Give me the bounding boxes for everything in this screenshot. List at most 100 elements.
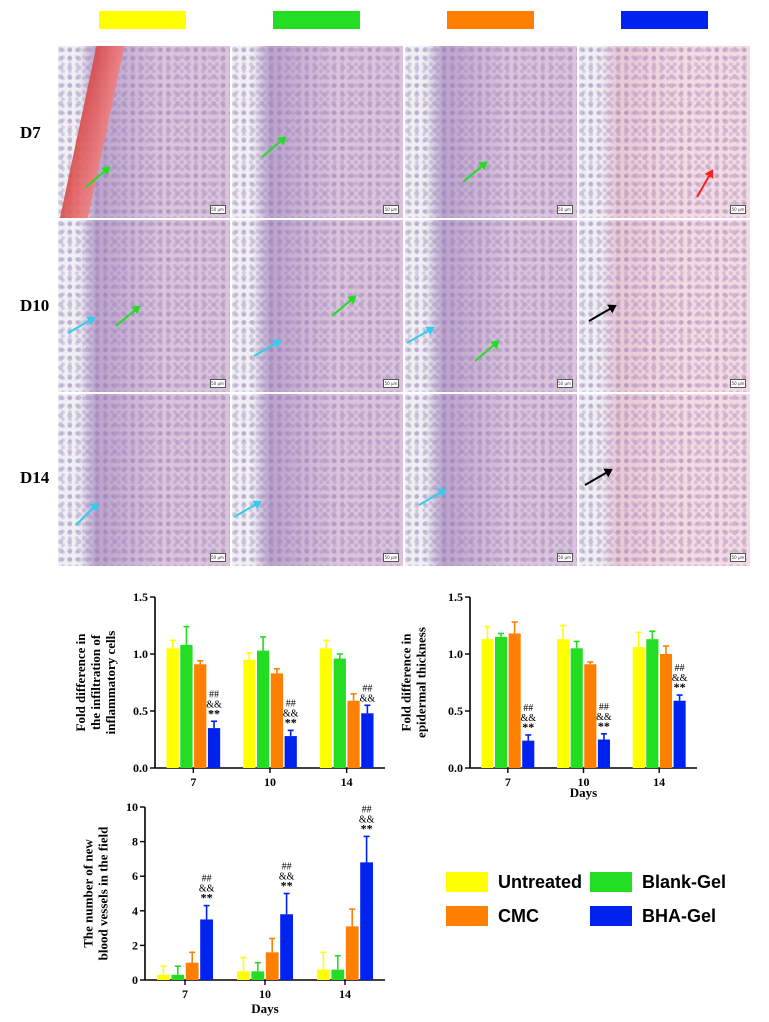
bar-untreated xyxy=(481,639,494,768)
significance-label: && xyxy=(596,712,612,723)
bar-cmc xyxy=(659,654,673,768)
histology-panel-d7-untreated: 50 μm xyxy=(57,45,231,219)
significance-label: ## xyxy=(675,663,685,674)
bar-cmc xyxy=(270,673,284,768)
bar-blank-gel xyxy=(331,969,345,980)
histology-panel-d14-untreated: 50 μm xyxy=(57,393,231,567)
y-tick-label: 0.0 xyxy=(448,761,463,775)
bar-bha-gel xyxy=(200,919,213,980)
row-label-d7: D7 xyxy=(20,123,41,142)
scale-bar: 50 μm xyxy=(209,205,226,214)
x-axis-label: Days xyxy=(251,1001,278,1016)
x-tick-label: 10 xyxy=(264,775,276,789)
histology-panel-d7-cmc: 50 μm xyxy=(404,45,578,219)
bar-blank-gel xyxy=(570,648,583,768)
bar-untreated xyxy=(632,647,645,768)
significance-label: ## xyxy=(282,862,292,873)
y-axis-label: The number of newblood vessels in the fi… xyxy=(81,826,111,960)
histology-panel-d10-bha-gel: 50 μm xyxy=(577,219,751,393)
bar-untreated xyxy=(319,648,333,768)
significance-label: && xyxy=(206,699,222,710)
legend-label-cmc: CMC xyxy=(498,906,539,926)
bar-bha-gel xyxy=(673,700,686,768)
significance-label: ## xyxy=(362,683,372,694)
scale-bar: 50 μm xyxy=(556,553,573,562)
bar-blank-gel xyxy=(256,650,270,768)
significance-label: && xyxy=(283,708,299,719)
scale-bar: 50 μm xyxy=(730,379,746,388)
blank-gel-color-bar xyxy=(273,11,360,29)
bar-blank-gel xyxy=(646,639,659,768)
histology-panel-d10-blank-gel: 50 μm xyxy=(230,219,404,393)
significance-label: ## xyxy=(523,703,533,714)
y-axis-label: Fold difference inthe infiltration ofinf… xyxy=(73,631,118,735)
significance-label: ** xyxy=(208,706,220,720)
y-tick-label: 0.5 xyxy=(448,704,463,718)
bar-untreated xyxy=(243,659,256,768)
bar-bha-gel xyxy=(597,739,610,768)
x-tick-label: 10 xyxy=(578,775,590,789)
bar-untreated xyxy=(166,648,179,768)
x-tick-label: 14 xyxy=(653,775,665,789)
bar-cmc xyxy=(265,952,279,980)
significance-label: && xyxy=(672,673,688,684)
untreated-color-bar xyxy=(99,11,186,29)
bar-cmc xyxy=(347,700,360,768)
significance-label: && xyxy=(359,814,375,825)
scale-bar: 50 μm xyxy=(209,553,226,562)
histology-panel-d14-bha-gel: 50 μm xyxy=(577,393,751,567)
legend-label-blank-gel: Blank-Gel xyxy=(642,872,726,892)
y-tick-label: 0.5 xyxy=(133,704,148,718)
significance-label: ## xyxy=(202,874,212,885)
bha-gel-color-bar xyxy=(621,11,708,29)
y-tick-label: 6 xyxy=(132,869,138,883)
chart-inflammatory-cells: 0.0 0.5 1.0 1.5 Fold difference inthe infilt… xyxy=(73,590,385,789)
bar-untreated xyxy=(317,969,330,980)
y-tick-label: 1.5 xyxy=(448,590,463,604)
bar-blank-gel xyxy=(180,644,193,768)
legend-label-untreated: Untreated xyxy=(498,872,582,892)
bar-bha-gel xyxy=(360,862,373,980)
significance-label: ** xyxy=(674,680,686,694)
bar-cmc xyxy=(345,926,359,980)
row-label-d14: D14 xyxy=(20,468,50,487)
scale-bar: 50 μm xyxy=(556,205,573,214)
bar-cmc xyxy=(185,962,199,980)
significance-label: && xyxy=(360,693,376,704)
legend-swatch-untreated xyxy=(446,872,488,892)
histology-panel-d7-bha-gel: 50 μm xyxy=(577,45,751,219)
histology-panel-d10-untreated: 50 μm xyxy=(57,219,231,393)
y-tick-label: 4 xyxy=(132,904,138,918)
bar-untreated xyxy=(157,974,170,980)
y-tick-label: 0 xyxy=(132,973,138,987)
histology-grid: 50 μm 50 μm 50 μm 50 μm 50 μm 50 μm 50 μm 50 μm… xyxy=(57,45,751,567)
significance-label: ## xyxy=(362,804,372,815)
bar-bha-gel xyxy=(207,728,221,768)
significance-label: && xyxy=(279,872,295,883)
significance-label: ** xyxy=(285,715,297,729)
scale-bar: 50 μm xyxy=(383,379,399,388)
significance-label: && xyxy=(199,884,215,895)
significance-label: ** xyxy=(361,821,373,835)
significance-label: ** xyxy=(201,891,213,905)
significance-label: ** xyxy=(598,719,610,733)
y-tick-label: 0.0 xyxy=(133,761,148,775)
bar-blank-gel xyxy=(171,974,185,980)
bar-bha-gel xyxy=(522,740,535,768)
scale-bar: 50 μm xyxy=(209,379,226,388)
scale-bar: 50 μm xyxy=(730,205,746,214)
legend-swatch-cmc xyxy=(446,906,488,926)
x-axis-label: Days xyxy=(570,785,597,800)
bar-bha-gel xyxy=(284,736,297,768)
histology-panel-d14-blank-gel: 50 μm xyxy=(230,393,404,567)
significance-label: ## xyxy=(599,702,609,713)
y-tick-label: 1.0 xyxy=(448,647,463,661)
legend-label-bha-gel: BHA-Gel xyxy=(642,906,716,926)
histology-panel-d14-cmc: 50 μm xyxy=(404,393,578,567)
significance-label: ** xyxy=(281,879,293,893)
bar-bha-gel xyxy=(280,914,293,980)
scale-bar: 50 μm xyxy=(383,205,399,214)
chart-epidermal-thickness: 0.0 0.5 1.0 1.5 Fold difference inepidermal … xyxy=(399,590,697,800)
legend-swatch-blank-gel xyxy=(590,872,632,892)
